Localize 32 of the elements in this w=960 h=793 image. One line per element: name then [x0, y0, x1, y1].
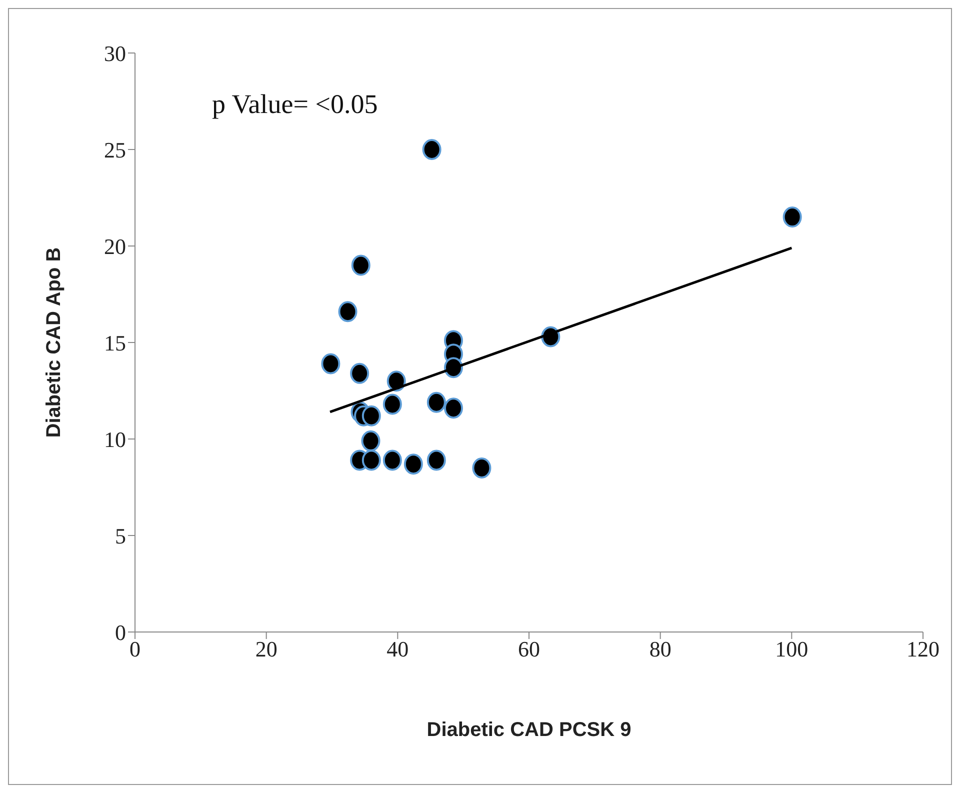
- y-tick-label: 0: [115, 620, 126, 645]
- x-tick-label: 40: [386, 636, 409, 662]
- point: [361, 430, 380, 452]
- y-axis-title: Diabetic CAD Apo B: [43, 247, 66, 438]
- point: [321, 353, 340, 374]
- y-tick-label: 25: [104, 137, 126, 162]
- point: [404, 454, 423, 475]
- x-tick-label: 20: [255, 636, 278, 662]
- point: [426, 392, 446, 413]
- y-tick-label: 5: [115, 523, 126, 548]
- point: [382, 394, 402, 415]
- point: [382, 450, 402, 471]
- point: [422, 139, 442, 160]
- x-tick-label: 120: [906, 636, 940, 662]
- point: [426, 450, 446, 471]
- point: [444, 398, 463, 419]
- point: [338, 301, 358, 322]
- point: [362, 405, 381, 426]
- point: [472, 457, 492, 478]
- annotation: p Value= <0.05: [212, 89, 378, 120]
- x-axis-title: Diabetic CAD PCSK 9: [426, 719, 632, 741]
- y-tick-label: 10: [104, 426, 126, 452]
- y-tick-label: 20: [104, 234, 126, 259]
- point: [362, 450, 381, 471]
- y-tick-label: 15: [104, 330, 126, 356]
- point: [782, 206, 802, 228]
- x-tick-label: 80: [649, 636, 672, 662]
- point: [350, 362, 370, 384]
- y-tick-label: 30: [104, 40, 126, 66]
- point: [351, 254, 370, 276]
- x-tick-label: 60: [518, 636, 540, 662]
- x-tick-label: 100: [775, 636, 808, 662]
